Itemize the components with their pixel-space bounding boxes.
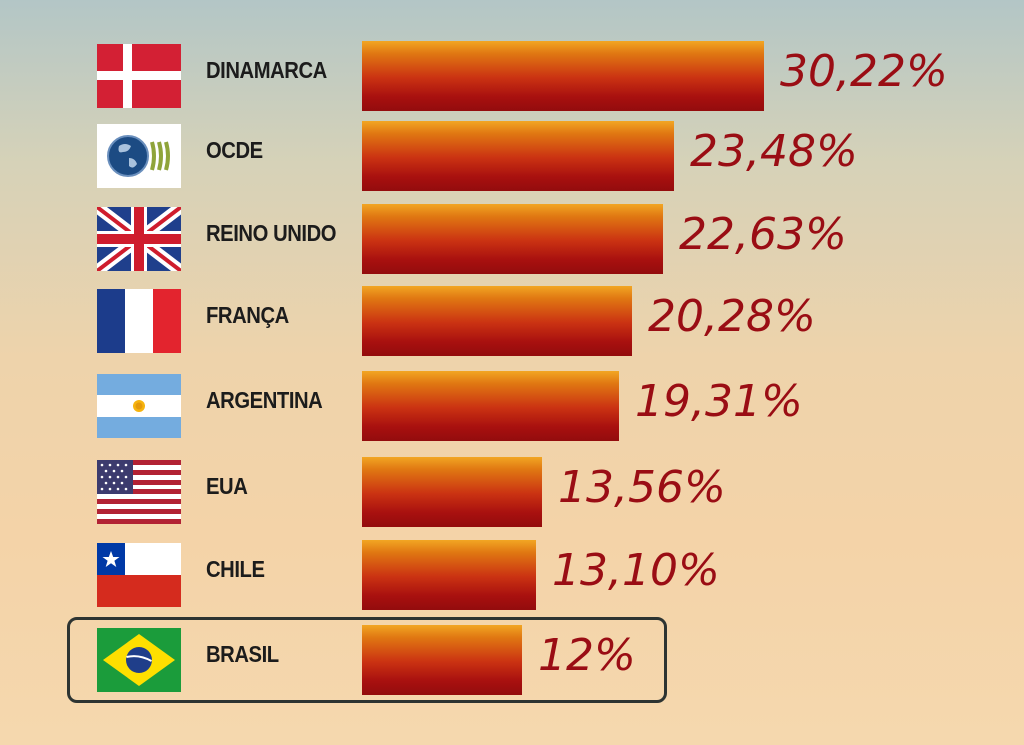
oecd-logo-icon: [97, 124, 181, 188]
category-label: OCDE: [206, 137, 263, 163]
chile-flag-icon: [97, 543, 181, 607]
bar: [362, 625, 522, 695]
bar: [362, 121, 674, 191]
bar: [362, 457, 542, 527]
value-label: 30,22%: [780, 46, 948, 97]
value-label: 23,48%: [690, 126, 858, 177]
value-label: 13,56%: [558, 462, 726, 513]
category-label: CHILE: [206, 556, 265, 582]
bar: [362, 204, 663, 274]
category-label: REINO UNIDO: [206, 220, 337, 246]
value-label: 20,28%: [648, 291, 816, 342]
france-flag-icon: [97, 289, 181, 353]
category-label: DINAMARCA: [206, 57, 327, 83]
chart-row-7: BRASIL 12%: [0, 615, 1024, 695]
argentina-flag-icon: [97, 374, 181, 438]
denmark-flag-icon: [97, 44, 181, 108]
chart-row-6: CHILE 13,10%: [0, 530, 1024, 610]
value-label: 22,63%: [679, 209, 847, 260]
category-label: ARGENTINA: [206, 387, 323, 413]
bar: [362, 371, 619, 441]
chart-row-2: REINO UNIDO 22,63%: [0, 194, 1024, 274]
bar: [362, 540, 536, 610]
chart-row-1: OCDE 23,48%: [0, 111, 1024, 191]
category-label: FRANÇA: [206, 302, 289, 328]
bar: [362, 286, 632, 356]
value-label: 19,31%: [635, 376, 803, 427]
chart-row-3: FRANÇA 20,28%: [0, 276, 1024, 356]
value-label: 13,10%: [552, 545, 720, 596]
highlight-frame: [67, 617, 667, 703]
value-label: 12%: [538, 630, 636, 681]
chart-row-4: ARGENTINA 19,31%: [0, 361, 1024, 441]
category-label: BRASIL: [206, 641, 279, 667]
category-label: EUA: [206, 473, 248, 499]
brazil-flag-icon: [97, 628, 181, 692]
chart-row-5: EUA 13,56%: [0, 447, 1024, 527]
bar: [362, 41, 764, 111]
usa-flag-icon: [97, 460, 181, 524]
chart-row-0: DINAMARCA 30,22%: [0, 31, 1024, 111]
uk-flag-icon: [97, 207, 181, 271]
